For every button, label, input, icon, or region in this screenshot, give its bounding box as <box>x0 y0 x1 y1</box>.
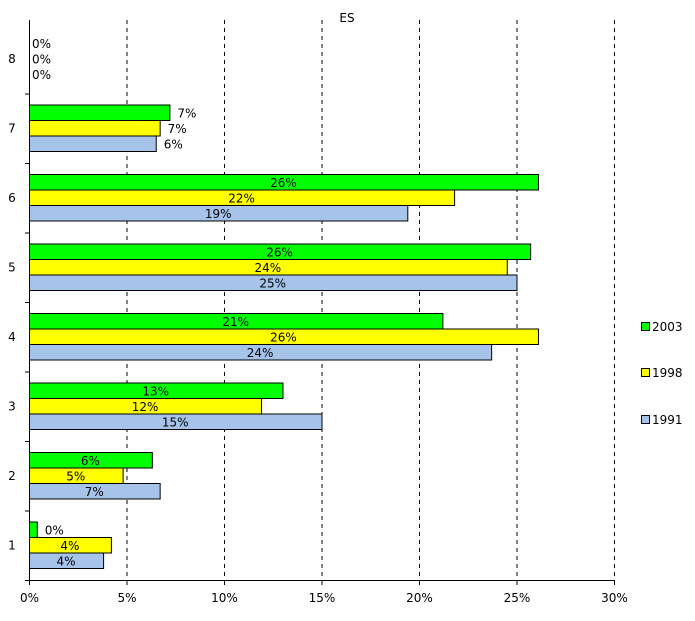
legend-swatch-2003 <box>641 322 650 331</box>
data-label-1998: 22% <box>228 191 255 205</box>
x-tick-label: 20% <box>406 591 433 605</box>
data-label-2003: 0% <box>45 523 64 537</box>
bar-2003 <box>29 104 171 121</box>
y-tick-label: 8 <box>8 52 16 66</box>
data-label-2003: 26% <box>266 245 293 259</box>
data-label-2003: 7% <box>177 106 196 120</box>
data-label-1998: 26% <box>270 330 297 344</box>
x-tick-label: 30% <box>601 591 628 605</box>
data-label-1998: 4% <box>60 539 79 553</box>
x-tick-label: 25% <box>504 591 531 605</box>
data-label-1991: 24% <box>247 346 274 360</box>
y-tick-label: 3 <box>8 399 16 413</box>
data-label-1998: 7% <box>168 122 187 136</box>
data-label-1991: 19% <box>205 207 232 221</box>
y-tick-label: 7 <box>8 121 16 135</box>
bar-1991 <box>29 274 518 291</box>
bar-1991 <box>29 413 323 430</box>
data-label-1991: 4% <box>57 554 76 568</box>
y-tick-label: 4 <box>8 330 16 344</box>
bar-1991 <box>29 205 409 222</box>
legend-swatch-1998 <box>641 368 650 377</box>
data-label-1991: 7% <box>85 485 104 499</box>
chart-title: ES <box>339 11 354 25</box>
data-label-1991: 15% <box>162 415 189 429</box>
bar-1998 <box>29 120 161 137</box>
y-tick-label: 2 <box>8 469 16 483</box>
data-label-1998: 24% <box>255 261 282 275</box>
y-tick-label: 6 <box>8 191 16 205</box>
y-tick-label: 5 <box>8 260 16 274</box>
data-label-2003: 6% <box>81 454 100 468</box>
data-label-1991: 6% <box>164 137 183 151</box>
x-tick-label: 5% <box>117 591 136 605</box>
data-label-2003: 13% <box>142 384 169 398</box>
data-label-2003: 0% <box>32 37 51 51</box>
data-label-2003: 26% <box>270 176 297 190</box>
x-tick-label: 10% <box>211 591 238 605</box>
data-label-1998: 5% <box>66 469 85 483</box>
bar-1991 <box>29 552 105 569</box>
legend-label: 2003 <box>652 320 683 334</box>
data-label-1998: 12% <box>132 400 159 414</box>
data-label-1991: 0% <box>32 68 51 82</box>
y-tick-label: 1 <box>8 538 16 552</box>
data-label-1998: 0% <box>32 52 51 66</box>
bar-1991 <box>29 344 493 361</box>
legend-label: 1998 <box>652 366 683 380</box>
bar-1991 <box>29 135 157 152</box>
data-label-1991: 25% <box>259 276 286 290</box>
bar-2003 <box>29 521 38 538</box>
x-tick-label: 0% <box>20 591 39 605</box>
x-tick-label: 15% <box>309 591 336 605</box>
data-label-2003: 21% <box>222 315 249 329</box>
legend-swatch-1991 <box>641 415 650 424</box>
bar-1991 <box>29 483 161 500</box>
legend-label: 1991 <box>652 413 683 427</box>
